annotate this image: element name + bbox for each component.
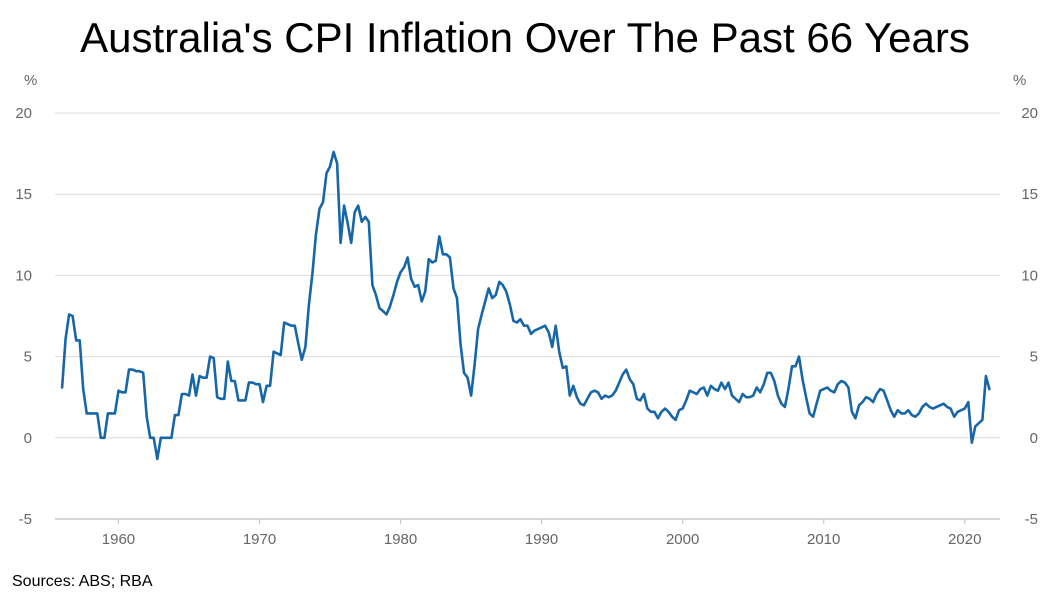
y-tick-label-right: 20 bbox=[1021, 105, 1038, 122]
y-tick-label-left: 10 bbox=[15, 267, 32, 284]
y-tick-label-right: -5 bbox=[1025, 511, 1038, 528]
x-tick-label: 2020 bbox=[948, 531, 981, 548]
y-tick-label-left: 20 bbox=[15, 105, 32, 122]
series-line-cpi bbox=[60, 150, 991, 461]
y-tick-label-left: 5 bbox=[24, 349, 32, 366]
y-tick-label-right: 15 bbox=[1021, 186, 1038, 203]
x-tick-label: 1980 bbox=[384, 531, 417, 548]
x-tick-label: 2010 bbox=[807, 531, 840, 548]
chart-title: Australia's CPI Inflation Over The Past … bbox=[80, 14, 970, 61]
y-axis-right-ticks: -5 0 5 10 15 20 bbox=[1021, 105, 1038, 528]
cpi-line-chart: 1960 1970 1980 1990 2000 2010 2020 -505101520 … bbox=[15, 72, 1038, 548]
x-tick-label: 2000 bbox=[666, 531, 699, 548]
series-layer bbox=[60, 150, 991, 461]
y-axis-left-unit: % bbox=[24, 72, 37, 89]
x-axis-ticks: 1960 1970 1980 1990 2000 2010 2020 bbox=[102, 519, 981, 548]
y-tick-label-left: 0 bbox=[24, 430, 32, 447]
y-tick-label-left: 15 bbox=[15, 186, 32, 203]
y-tick-label-right: 10 bbox=[1021, 267, 1038, 284]
y-tick-label-left: -5 bbox=[19, 511, 32, 528]
x-tick-label: 1970 bbox=[243, 531, 276, 548]
y-tick-label-right: 5 bbox=[1030, 349, 1038, 366]
y-axis-right-unit: % bbox=[1013, 72, 1026, 89]
y-tick-label-right: 0 bbox=[1030, 430, 1038, 447]
y-axis-left-ticks: -5 0 5 10 15 20 bbox=[15, 105, 32, 528]
x-tick-label: 1990 bbox=[525, 531, 558, 548]
source-note: Sources: ABS; RBA bbox=[12, 573, 153, 590]
x-tick-label: 1960 bbox=[102, 531, 135, 548]
